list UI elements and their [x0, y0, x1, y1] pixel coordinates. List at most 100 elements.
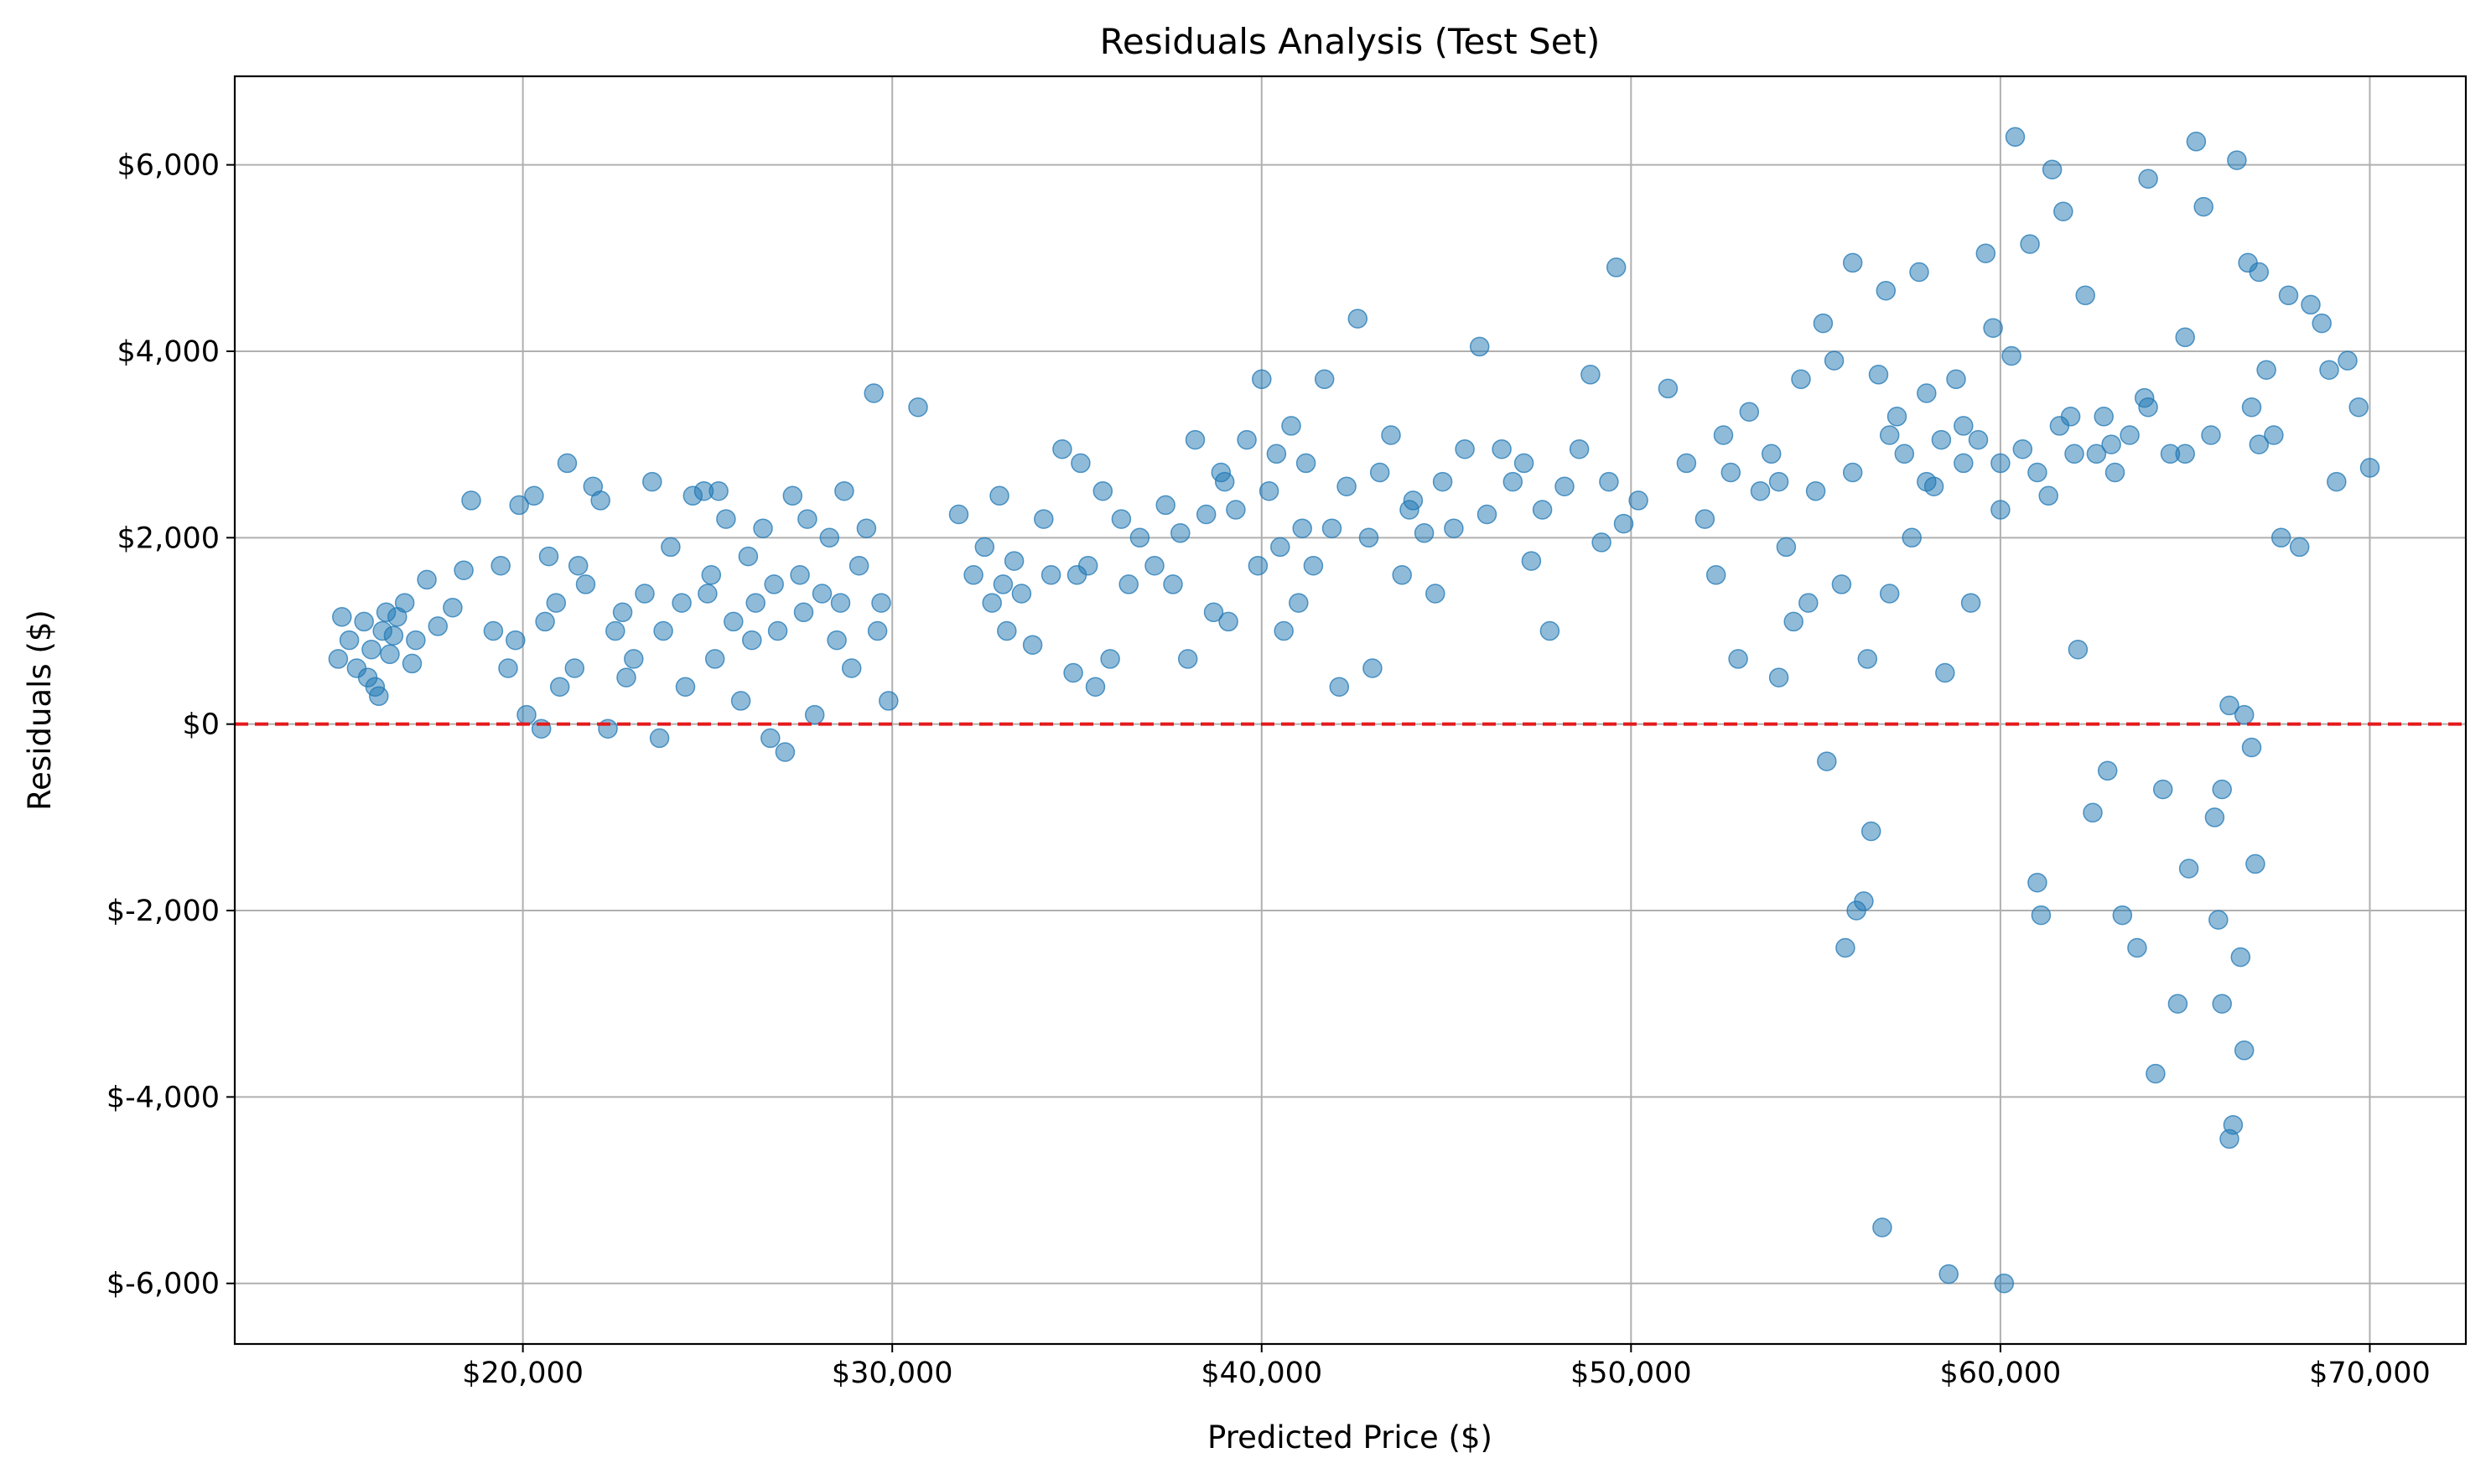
scatter-point — [1954, 453, 1974, 474]
scatter-point — [516, 704, 537, 725]
scatter-point — [2359, 458, 2380, 478]
y-tick-label: $4,000 — [117, 335, 220, 369]
scatter-point — [661, 537, 681, 558]
scatter-point — [1728, 649, 1748, 669]
scatter-point — [2104, 462, 2125, 483]
scatter-point — [354, 611, 374, 632]
scatter-point — [2042, 159, 2063, 179]
scatter-point — [1917, 471, 1937, 492]
scatter-point — [701, 565, 722, 585]
scatter-point — [1203, 602, 1224, 623]
scatter-point — [361, 639, 381, 660]
scatter-point — [1894, 444, 1915, 464]
scatter-point — [1954, 416, 1974, 436]
x-tick-label: $50,000 — [1570, 1357, 1692, 1390]
scatter-point — [1917, 383, 1937, 403]
scatter-point — [605, 620, 625, 641]
scatter-point — [339, 630, 360, 651]
scatter-point — [738, 546, 759, 567]
x-axis-label: Predicted Price ($) — [1207, 1419, 1492, 1455]
scatter-point — [1554, 476, 1575, 496]
scatter-point — [879, 691, 899, 711]
scatter-point — [1968, 429, 1989, 450]
scatter-point — [1034, 509, 1054, 529]
scatter-point — [454, 560, 474, 580]
scatter-point — [2112, 905, 2133, 926]
scatter-point — [1218, 611, 1238, 632]
scatter-point — [624, 649, 644, 669]
scatter-point — [535, 611, 555, 632]
scatter-point — [649, 728, 670, 749]
scatter-point — [1100, 649, 1120, 669]
scatter-point — [848, 555, 869, 576]
scatter-point — [2319, 360, 2339, 380]
scatter-point — [767, 620, 788, 641]
scatter-point — [2204, 807, 2225, 828]
scatter-point — [2127, 937, 2147, 958]
scatter-point — [2289, 537, 2310, 558]
scatter-point — [672, 593, 692, 613]
scatter-point — [568, 555, 589, 576]
scatter-point — [2064, 444, 2084, 464]
scatter-point — [997, 620, 1017, 641]
scatter-point — [635, 584, 655, 604]
scatter-point — [2060, 407, 2081, 427]
scatter-point — [804, 704, 825, 725]
scatter-point — [2094, 407, 2114, 427]
scatter-point — [1539, 620, 1560, 641]
scatter-point — [2038, 485, 2058, 506]
scatter-point — [2234, 1040, 2255, 1061]
scatter-point — [2348, 397, 2369, 418]
scatter-point — [2175, 444, 2195, 464]
scatter-point — [2031, 905, 2052, 926]
scatter-point — [564, 658, 585, 678]
scatter-point — [1455, 438, 1475, 459]
scatter-point — [1854, 891, 1874, 911]
scatter-point — [1739, 402, 1760, 422]
scatter-point — [1750, 480, 1771, 501]
scatter-point — [369, 686, 389, 707]
scatter-point — [1713, 425, 1734, 445]
scatter-point — [2212, 779, 2232, 800]
scatter-point — [1658, 378, 1679, 399]
scatter-point — [443, 597, 463, 618]
x-tick-label: $30,000 — [832, 1357, 953, 1390]
scatter-point — [509, 495, 529, 516]
scatter-point — [2278, 285, 2299, 306]
scatter-point — [1960, 593, 1981, 613]
scatter-point — [428, 616, 449, 636]
scatter-point — [1860, 821, 1881, 842]
scatter-point — [1876, 280, 1897, 301]
data-points — [328, 127, 2380, 1294]
scatter-point — [1931, 429, 1952, 450]
scatter-point — [1063, 662, 1083, 683]
scatter-point — [2241, 397, 2262, 418]
scatter-point — [2138, 397, 2158, 418]
scatter-point — [483, 620, 504, 641]
scatter-point — [575, 574, 596, 594]
scatter-point — [1469, 336, 1490, 357]
scatter-point — [856, 518, 877, 538]
scatter-point — [1185, 429, 1206, 450]
scatter-point — [2001, 345, 2021, 366]
scatter-point — [1004, 551, 1025, 571]
scatter-point — [2005, 127, 2026, 148]
scatter-point — [1444, 518, 1464, 538]
scatter-point — [1857, 649, 1878, 669]
scatter-point — [1591, 532, 1611, 553]
scatter-point — [2152, 779, 2173, 800]
scatter-point — [2193, 196, 2213, 217]
scatter-point — [653, 620, 673, 641]
scatter-point — [1835, 937, 1855, 958]
scatter-point — [1628, 490, 1648, 511]
scatter-point — [1768, 667, 1789, 688]
scatter-point — [841, 658, 862, 678]
scatter-point — [1776, 537, 1797, 558]
scatter-point — [1805, 480, 1826, 501]
scatter-point — [1842, 462, 1863, 483]
scatter-point — [1085, 677, 1106, 697]
scatter-point — [1694, 509, 1715, 529]
y-tick-label: $-2,000 — [106, 895, 220, 928]
scatter-point — [1144, 555, 1165, 576]
